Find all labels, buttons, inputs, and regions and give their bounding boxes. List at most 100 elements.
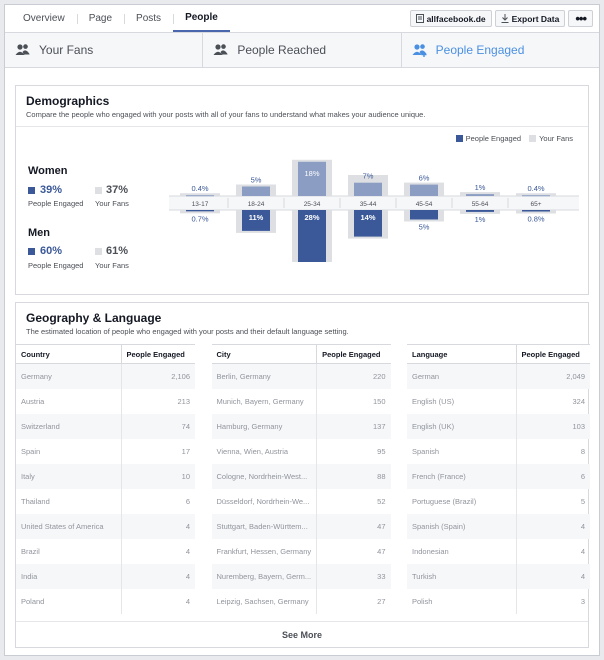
- column-header[interactable]: Language: [407, 344, 516, 364]
- men-data-label: 0.7%: [191, 214, 208, 223]
- bar-men-engaged-35-44[interactable]: [354, 210, 382, 237]
- men-fans-swatch: [95, 248, 102, 255]
- bar-men-engaged-18-24[interactable]: [242, 210, 270, 231]
- row-name: Poland: [21, 596, 45, 606]
- row-value: 52: [316, 488, 391, 514]
- bar-men-engaged-13-17[interactable]: [186, 210, 214, 212]
- table-header-row: City People Engaged: [211, 344, 391, 364]
- nav-page[interactable]: Page: [76, 5, 124, 32]
- table-row: English (US) 324: [407, 388, 590, 414]
- page-name: allfacebook.de: [426, 13, 486, 24]
- table-row: Vienna, Wien, Austria 95: [212, 438, 391, 464]
- table-row: Italy 10: [16, 463, 195, 489]
- men-data-label: 0.8%: [527, 215, 544, 224]
- men-engaged-caption: People Engaged: [28, 261, 84, 270]
- women-engaged-caption: People Engaged: [28, 199, 84, 208]
- see-more-button[interactable]: See More: [16, 621, 588, 647]
- tab-people-reached[interactable]: People Reached: [203, 33, 402, 67]
- row-value: 47: [316, 513, 391, 539]
- nav-overview[interactable]: Overview: [23, 13, 65, 24]
- row-value: 324: [515, 388, 590, 414]
- bar-women-engaged-35-44[interactable]: [354, 182, 382, 196]
- nav-posts[interactable]: Posts: [124, 5, 173, 32]
- bar-men-engaged-65+[interactable]: [522, 210, 550, 212]
- row-value: 103: [515, 413, 590, 439]
- row-name: Thailand: [21, 496, 50, 506]
- column-header[interactable]: People Engaged: [316, 344, 391, 364]
- row-value: 6: [515, 463, 590, 489]
- bar-women-fans-13-17: [180, 193, 220, 196]
- bar-women-engaged-45-54[interactable]: [410, 184, 438, 196]
- column-header[interactable]: People Engaged: [120, 344, 195, 364]
- women-fans-caption: Your Fans: [95, 199, 129, 208]
- nav-people[interactable]: People: [173, 5, 230, 32]
- column-header[interactable]: City: [211, 344, 317, 364]
- insights-frame: Overview Page Posts People allfacebook.de E…: [4, 4, 600, 656]
- women-title: Women: [28, 165, 68, 177]
- chart-legend: People Engaged Your Fans: [455, 134, 573, 143]
- table-row: English (UK) 103: [407, 413, 590, 439]
- people-icon: [15, 44, 30, 55]
- age-tick-label: 13-17: [192, 201, 209, 208]
- tab-label: People Engaged: [435, 43, 525, 57]
- row-value: 33: [316, 563, 391, 589]
- table-row: United States of America 4: [16, 513, 195, 539]
- bar-men-fans-65+: [516, 210, 556, 214]
- bar-women-engaged-13-17[interactable]: [186, 195, 214, 197]
- age-gender-chart: 13-17 0.4% 0.7% 18-24 5% 11% 25-34 18% 28% 35-44 7…: [169, 159, 579, 262]
- table-row: Cologne, Nordrhein-West... 88: [211, 463, 391, 489]
- row-value: 150: [316, 388, 391, 414]
- bar-women-engaged-65+[interactable]: [522, 195, 550, 197]
- table-row: Austria 213: [16, 388, 195, 414]
- more-options-button[interactable]: •••: [568, 10, 593, 27]
- bar-men-engaged-45-54[interactable]: [410, 210, 438, 220]
- age-tick-label: 35-44: [360, 201, 377, 208]
- geography-subtitle: The estimated location of people who eng…: [26, 327, 349, 336]
- demographics-title: Demographics: [26, 94, 110, 108]
- demographics-panel: Demographics Compare the people who enga…: [15, 85, 589, 295]
- row-value: 220: [316, 363, 391, 389]
- bar-women-engaged-18-24[interactable]: [242, 186, 270, 197]
- bar-men-engaged-25-34[interactable]: [298, 210, 326, 262]
- table-row: Munich, Bayern, Germany 150: [212, 388, 391, 414]
- row-value: 4: [120, 513, 195, 539]
- row-name: Italy: [16, 463, 121, 489]
- column-header[interactable]: Country: [16, 344, 121, 364]
- bar-women-fans-65+: [516, 193, 556, 196]
- table-row: French (France) 6: [407, 463, 590, 489]
- men-title: Men: [28, 227, 50, 239]
- women-engaged-percent: 39%: [40, 184, 63, 196]
- geography-header: Geography & Language The estimated locat…: [16, 303, 588, 343]
- bar-men-engaged-55-64[interactable]: [466, 210, 494, 212]
- row-value: 4: [515, 513, 590, 539]
- bar-women-engaged-55-64[interactable]: [466, 194, 494, 196]
- women-data-label: 18%: [304, 169, 319, 178]
- table-row: Düsseldorf, Nordrhein-We... 52: [212, 488, 391, 514]
- page-switcher-button[interactable]: allfacebook.de: [409, 10, 492, 27]
- row-value: 17: [120, 438, 195, 464]
- men-data-label: 1%: [475, 215, 486, 224]
- column-header[interactable]: People Engaged: [515, 344, 590, 364]
- bar-women-engaged-25-34[interactable]: [298, 161, 326, 196]
- table-row: Berlin, Germany 220: [211, 363, 391, 389]
- row-value: 4: [515, 538, 590, 564]
- row-value: 95: [316, 438, 391, 464]
- tab-your-fans[interactable]: Your Fans: [5, 33, 204, 67]
- row-value: 213: [120, 388, 195, 414]
- age-tick-label: 45-54: [416, 201, 433, 208]
- table-row: Brazil 4: [16, 538, 195, 564]
- men-engaged-swatch: [28, 248, 35, 255]
- age-axis-band: [169, 196, 579, 210]
- table-row: Polish 3: [407, 588, 590, 614]
- age-tick-label: 18-24: [248, 201, 265, 208]
- table-row: Portuguese (Brazil) 5: [407, 488, 590, 514]
- row-name: Nuremberg, Bayern, Germ...: [211, 563, 317, 589]
- women-data-label: 7%: [363, 172, 374, 181]
- row-value: 137: [316, 413, 391, 439]
- row-name: Düsseldorf, Nordrhein-We...: [216, 496, 310, 506]
- row-value: 8: [515, 438, 590, 464]
- export-data-button[interactable]: Export Data: [494, 10, 566, 27]
- tab-people-engaged[interactable]: People Engaged: [401, 33, 599, 67]
- row-value: 27: [316, 588, 391, 614]
- row-name: German: [407, 363, 516, 389]
